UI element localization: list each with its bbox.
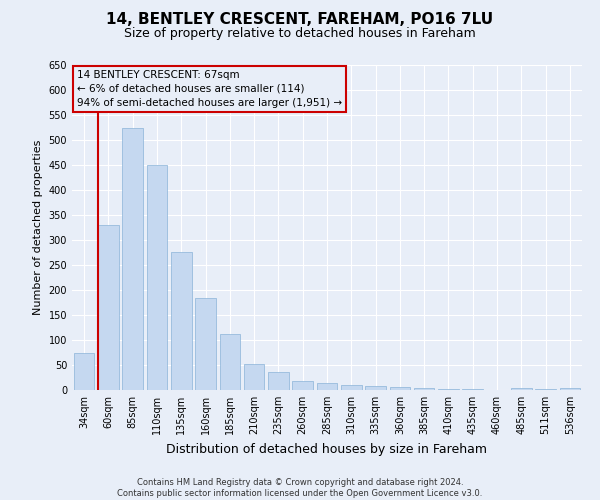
Text: 14, BENTLEY CRESCENT, FAREHAM, PO16 7LU: 14, BENTLEY CRESCENT, FAREHAM, PO16 7LU: [106, 12, 494, 28]
Text: Size of property relative to detached houses in Fareham: Size of property relative to detached ho…: [124, 28, 476, 40]
Y-axis label: Number of detached properties: Number of detached properties: [33, 140, 43, 315]
Bar: [98, 225, 119, 390]
Bar: [146, 165, 167, 390]
Bar: [122, 128, 143, 390]
Text: Contains HM Land Registry data © Crown copyright and database right 2024.
Contai: Contains HM Land Registry data © Crown c…: [118, 478, 482, 498]
Text: 14 BENTLEY CRESCENT: 67sqm
← 6% of detached houses are smaller (114)
94% of semi: 14 BENTLEY CRESCENT: 67sqm ← 6% of detac…: [77, 70, 342, 108]
Bar: [317, 382, 337, 390]
Bar: [74, 352, 94, 390]
X-axis label: Distribution of detached houses by size in Fareham: Distribution of detached houses by size …: [167, 442, 487, 456]
Bar: [244, 364, 265, 390]
Bar: [171, 252, 191, 390]
Bar: [292, 381, 313, 390]
Bar: [463, 389, 483, 390]
Bar: [414, 388, 434, 390]
Bar: [438, 388, 459, 390]
Bar: [560, 388, 580, 390]
Bar: [511, 388, 532, 390]
Bar: [341, 385, 362, 390]
Bar: [220, 334, 240, 390]
Bar: [389, 386, 410, 390]
Bar: [195, 298, 216, 390]
Bar: [535, 388, 556, 390]
Bar: [268, 372, 289, 390]
Bar: [365, 386, 386, 390]
